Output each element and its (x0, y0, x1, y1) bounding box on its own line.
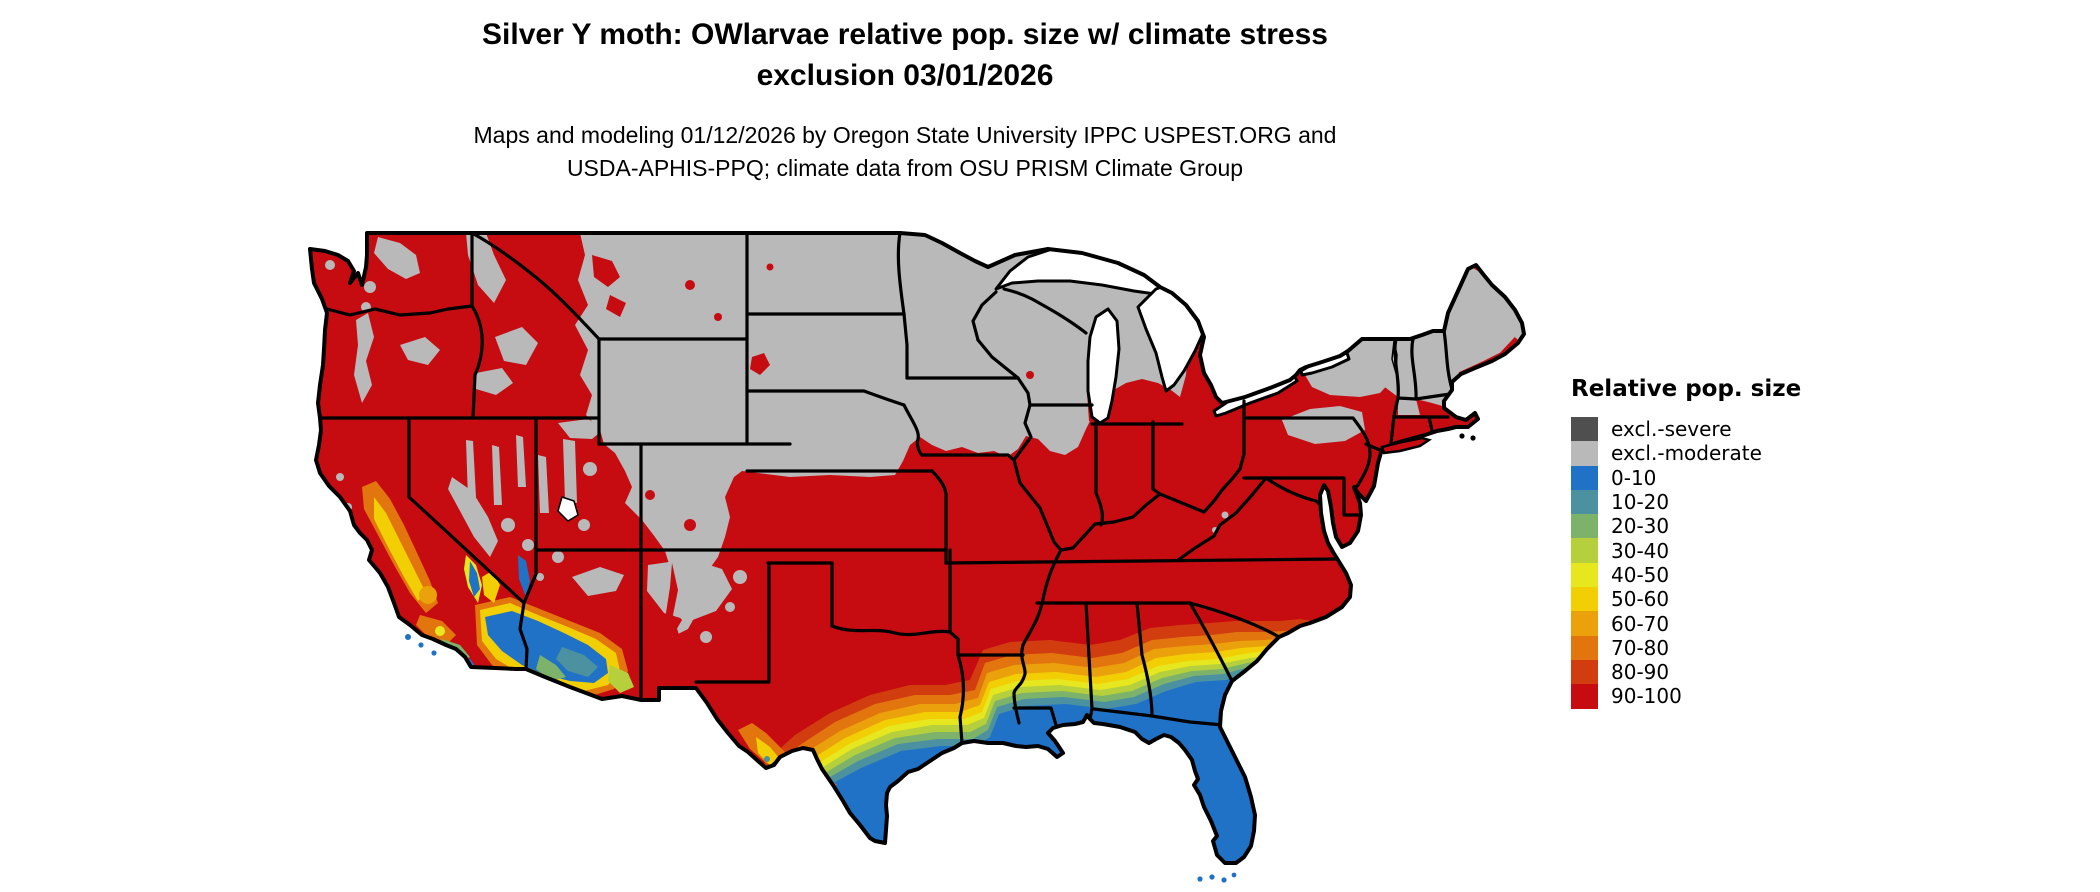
legend-swatch-g20 (1571, 514, 1598, 539)
legend-label-yg30: 30-40 (1611, 538, 1670, 563)
offshore-islands (405, 433, 1476, 883)
florida-keys (1197, 872, 1237, 883)
legend-item-gold50: 50-60 (1571, 587, 1801, 612)
legend-item-g20: 20-30 (1571, 514, 1801, 539)
state-borders (318, 233, 1454, 745)
legend-item-sev: excl.-severe (1571, 417, 1801, 442)
map-attribution: Maps and modeling 01/12/2026 by Oregon S… (250, 119, 1560, 185)
legend-swatch-ro80 (1571, 659, 1598, 685)
legend-label-org70: 70-80 (1611, 635, 1670, 660)
legend-label-b0: 0-10 (1611, 465, 1657, 490)
legend-title: Relative pop. size (1571, 376, 1802, 402)
legend-label-t10: 10-20 (1611, 490, 1670, 515)
map-fill-layer (310, 233, 1524, 863)
legend-item-b0: 0-10 (1571, 465, 1801, 490)
marthas-vineyard (1459, 433, 1465, 439)
map-attribution-line2: USDA-APHIS-PPQ; climate data from OSU PR… (566, 155, 1244, 181)
legend-rows: excl.-severe excl.-moderate 0-10 10-20 20-30… (1571, 417, 1801, 709)
legend-swatch-red90 (1571, 684, 1598, 709)
legend-item-y40: 40-50 (1571, 562, 1801, 588)
channel-islands (405, 634, 437, 656)
map-legend: Relative pop. size excl.-severe excl.-mod… (1571, 376, 1801, 709)
us-choropleth-map (270, 225, 1550, 885)
legend-label-mod: excl.-moderate (1611, 441, 1762, 466)
legend-item-red90: 90-100 (1571, 684, 1801, 709)
legend-swatch-mod (1571, 441, 1598, 466)
legend-swatch-sev (1571, 417, 1598, 442)
legend-swatch-org70 (1571, 635, 1598, 660)
map-title-line1: Silver Y moth: OWlarvae relative pop. si… (482, 18, 1328, 51)
legend-item-amb60: 60-70 (1571, 611, 1801, 636)
map-title-line2: exclusion 03/01/2026 (756, 59, 1054, 92)
lake-michigan (1086, 307, 1121, 425)
legend-swatch-b0 (1571, 465, 1598, 490)
us-outline (308, 231, 1526, 865)
map-attribution-line1: Maps and modeling 01/12/2026 by Oregon S… (473, 122, 1337, 148)
legend-swatch-gold50 (1571, 587, 1598, 612)
legend-item-ro80: 80-90 (1571, 659, 1801, 685)
legend-swatch-amb60 (1571, 611, 1598, 636)
long-island (1380, 436, 1432, 455)
great-salt-lake (557, 496, 579, 522)
legend-label-ro80: 80-90 (1611, 660, 1670, 685)
legend-item-org70: 70-80 (1571, 635, 1801, 660)
map-header: Silver Y moth: OWlarvae relative pop. si… (250, 14, 1560, 185)
legend-label-gold50: 50-60 (1611, 587, 1670, 612)
legend-swatch-yg30 (1571, 538, 1598, 563)
nantucket (1470, 435, 1476, 441)
legend-label-red90: 90-100 (1611, 684, 1682, 709)
legend-label-y40: 40-50 (1611, 562, 1670, 587)
us-map-svg (308, 231, 1526, 883)
legend-label-g20: 20-30 (1611, 514, 1670, 539)
legend-swatch-t10 (1571, 489, 1598, 515)
legend-item-mod: excl.-moderate (1571, 441, 1801, 466)
legend-label-amb60: 60-70 (1611, 611, 1670, 636)
legend-item-t10: 10-20 (1571, 489, 1801, 515)
legend-swatch-y40 (1571, 562, 1598, 588)
map-region-excl-moderate (325, 233, 1524, 643)
legend-item-yg30: 30-40 (1571, 538, 1801, 563)
legend-label-sev: excl.-severe (1611, 417, 1732, 442)
